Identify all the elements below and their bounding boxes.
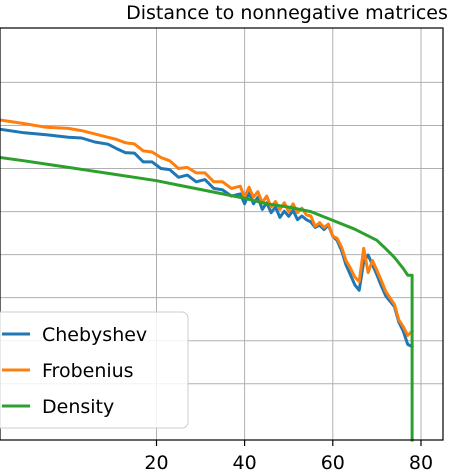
legend-label-density: Density bbox=[42, 396, 114, 418]
axes-frame bbox=[0, 27, 444, 441]
series-line-chebyshev bbox=[0, 127, 415, 349]
legend: Chebyshev Frobenius Density bbox=[0, 311, 189, 429]
chart-title: Distance to nonnegative matrices bbox=[126, 2, 448, 24]
x-axis: 20 40 60 80 bbox=[144, 440, 433, 474]
x-tick-label-1: 40 bbox=[233, 452, 257, 474]
legend-label-frobenius: Frobenius bbox=[42, 360, 134, 382]
series-line-density bbox=[0, 155, 414, 442]
x-tick-label-2: 60 bbox=[321, 452, 345, 474]
series-line-frobenius bbox=[0, 118, 415, 337]
legend-label-chebyshev: Chebyshev bbox=[42, 324, 147, 346]
plot-border bbox=[0, 27, 444, 441]
series-lines bbox=[0, 118, 415, 442]
legend-box bbox=[0, 311, 189, 429]
legend-items: Chebyshev Frobenius Density bbox=[2, 324, 147, 418]
x-tick-label-3: 80 bbox=[409, 452, 433, 474]
x-tick-label-0: 20 bbox=[144, 452, 168, 474]
